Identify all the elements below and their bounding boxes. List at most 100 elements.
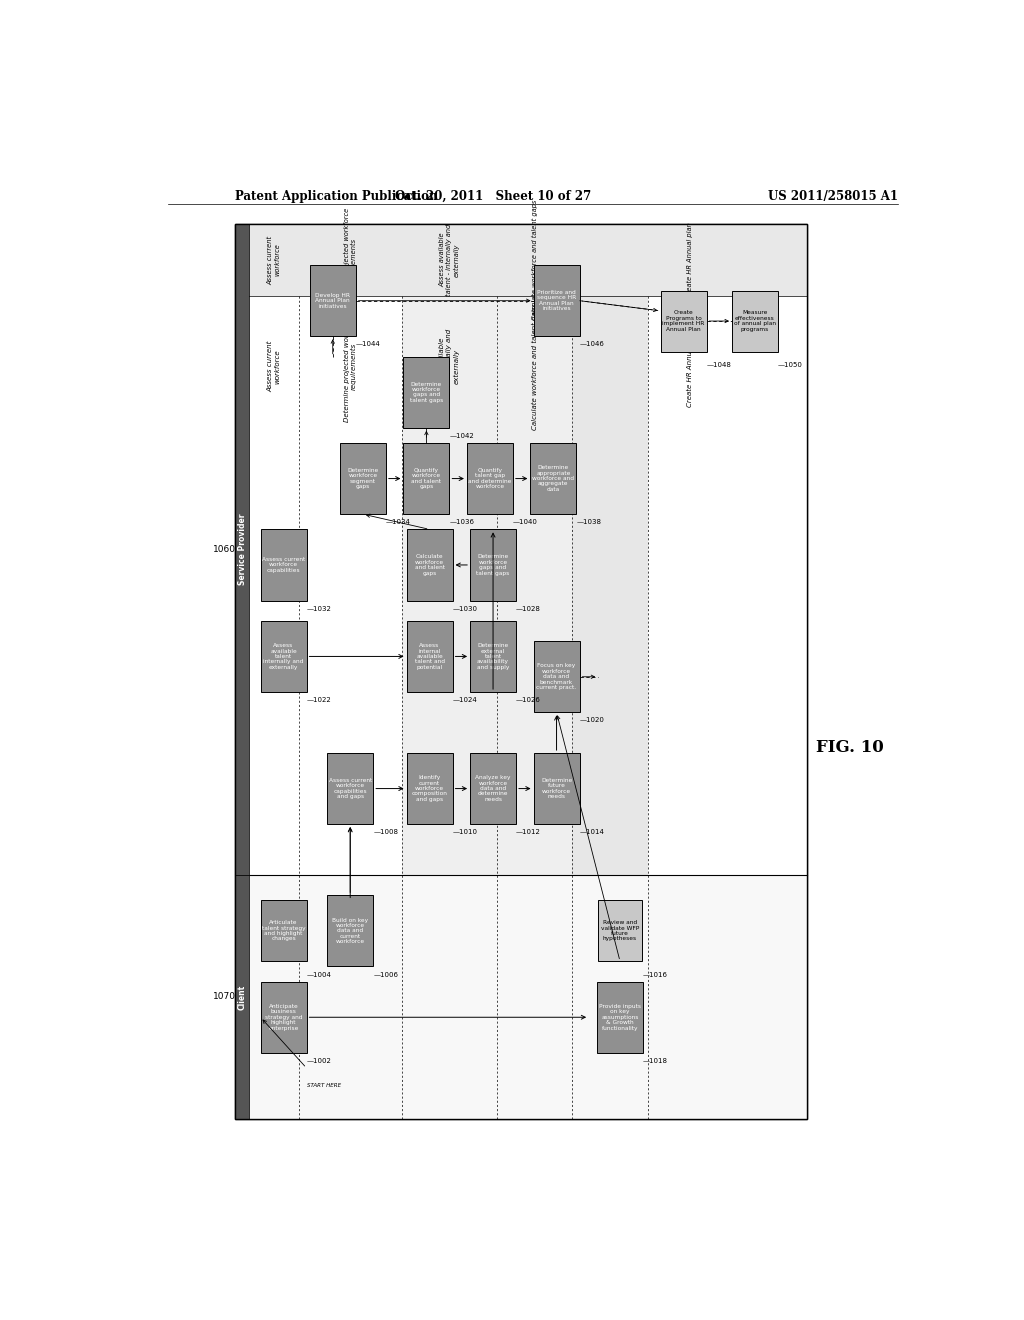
Bar [534,642,580,713]
Bar [250,224,807,296]
Text: Articulate
talent strategy
and highlight
changes: Articulate talent strategy and highlight… [262,920,305,941]
Bar [236,224,807,1119]
Text: Calculate
workforce
and talent
gaps: Calculate workforce and talent gaps [415,554,444,576]
Text: —1030: —1030 [453,606,477,611]
Text: Review and
validate WFP
future
hypotheses: Review and validate WFP future hypothese… [601,920,639,941]
Text: —1018: —1018 [643,1057,668,1064]
Text: Identify
current
workforce
composition
and gaps: Identify current workforce composition a… [412,775,447,801]
Bar [598,900,642,961]
Text: —1048: —1048 [707,362,731,368]
Text: Build on key
workforce
data and
current
workforce: Build on key workforce data and current … [332,917,369,944]
Bar [403,356,450,428]
Text: Oct. 20, 2011   Sheet 10 of 27: Oct. 20, 2011 Sheet 10 of 27 [395,190,591,202]
Text: US 2011/258015 A1: US 2011/258015 A1 [768,190,898,202]
Text: —1032: —1032 [306,606,332,611]
Text: Determine
workforce
gaps and
talent gaps: Determine workforce gaps and talent gaps [410,381,443,403]
Text: —1034: —1034 [386,519,411,525]
Text: —1042: —1042 [450,433,474,438]
Bar [597,982,643,1053]
Text: —1046: —1046 [580,342,604,347]
Bar [470,529,516,601]
Bar [572,224,648,875]
Text: —1002: —1002 [306,1057,332,1064]
Text: Create HR Annual plan: Create HR Annual plan [686,222,692,298]
Text: —1022: —1022 [306,697,332,704]
Text: Determine projected workforce
requirements: Determine projected workforce requiremen… [344,209,356,312]
Text: Analyze key
workforce
data and
determine
needs: Analyze key workforce data and determine… [475,775,511,801]
Text: —1010: —1010 [453,829,477,836]
Text: Patent Application Publication: Patent Application Publication [236,190,437,202]
Text: —1026: —1026 [516,697,541,704]
Text: Create HR Annual plan: Create HR Annual plan [686,327,692,407]
Text: Determine
workforce
gaps and
talent gaps: Determine workforce gaps and talent gaps [476,554,510,576]
Text: Measure
effectiveness
of annual plan
programs: Measure effectiveness of annual plan pro… [734,310,776,331]
Bar [328,752,373,824]
Text: Provide inputs
on key
assumptions
& Growth
functionality: Provide inputs on key assumptions & Grow… [599,1005,641,1031]
Bar [530,444,577,515]
Text: Assess current
workforce
capabilities
and gaps: Assess current workforce capabilities an… [329,777,372,799]
Text: Assess current
workforce
capabilities: Assess current workforce capabilities [262,557,305,573]
Bar [407,529,453,601]
Text: —1004: —1004 [306,972,332,978]
Text: Prioritize and
sequence HR
Annual Plan
initiatives: Prioritize and sequence HR Annual Plan i… [537,290,577,312]
Bar [467,444,513,515]
Bar [660,290,707,351]
Bar [236,224,250,875]
Bar [470,620,516,692]
Bar [260,620,306,692]
Text: —1024: —1024 [453,697,477,704]
Bar [401,224,572,875]
Bar [236,224,250,875]
Text: Determine
appropriate
workforce and
aggregate
data: Determine appropriate workforce and aggr… [532,465,574,492]
Text: —1020: —1020 [580,718,604,723]
Text: —1036: —1036 [450,519,474,525]
Bar [236,224,807,1119]
Text: Determine
workforce
segment
gaps: Determine workforce segment gaps [347,469,379,490]
Text: Assess current
workforce: Assess current workforce [267,341,281,392]
Text: —1014: —1014 [580,829,604,836]
Text: Determine projected workforce
requirements: Determine projected workforce requiremen… [344,312,356,421]
Text: Develop HR
Annual Plan
initiatives: Develop HR Annual Plan initiatives [315,293,350,309]
Text: Client: Client [238,985,247,1010]
Bar [340,444,386,515]
Text: Determine
future
workforce
needs: Determine future workforce needs [541,777,572,799]
Bar [236,875,250,1119]
Text: —1008: —1008 [373,829,398,836]
Bar [236,875,250,1119]
Text: Anticipate
business
strategy and
highlight
enterprise: Anticipate business strategy and highlig… [265,1005,302,1031]
Text: Quantify
workforce
and talent
gaps: Quantify workforce and talent gaps [412,469,441,490]
Text: Assess current
workforce: Assess current workforce [267,235,281,285]
Bar [534,752,580,824]
Text: —1044: —1044 [355,342,381,347]
Text: —1040: —1040 [513,519,538,525]
Bar [407,620,453,692]
Text: Quantify
talent gap
and determine
workforce: Quantify talent gap and determine workfo… [468,469,512,490]
Text: Assess
internal
available
talent and
potential: Assess internal available talent and pot… [415,643,444,669]
Text: —1038: —1038 [577,519,601,525]
Text: Service Provider: Service Provider [238,513,247,586]
Text: Focus on key
workforce
data and
benchmark
current pract.: Focus on key workforce data and benchmar… [537,664,577,690]
Text: —1012: —1012 [516,829,541,836]
Text: Assess available
talent - internally and
externally: Assess available talent - internally and… [439,224,460,296]
Bar [250,875,807,1119]
Bar [403,444,450,515]
Text: —1006: —1006 [373,972,398,978]
Text: 1060: 1060 [213,545,237,554]
Text: Calculate workforce and talent gaps: Calculate workforce and talent gaps [531,199,538,321]
Text: START HERE: START HERE [306,1082,341,1088]
Bar [260,982,306,1053]
Text: Assess
available
talent
internally and
externally: Assess available talent internally and e… [263,643,304,669]
Bar [309,265,355,337]
Bar [260,900,306,961]
Text: —1050: —1050 [778,362,803,368]
Text: Determine
external
talent
availability
and supply: Determine external talent availability a… [477,643,509,669]
Bar [328,895,373,966]
Text: —1028: —1028 [516,606,541,611]
Bar [732,290,778,351]
Bar [407,752,453,824]
Text: Calculate workforce and talent gaps: Calculate workforce and talent gaps [531,304,538,430]
Bar [250,224,807,875]
Bar [470,752,516,824]
Bar [260,529,306,601]
Text: Create
Programs to
implement HR
Annual Plan: Create Programs to implement HR Annual P… [663,310,705,331]
